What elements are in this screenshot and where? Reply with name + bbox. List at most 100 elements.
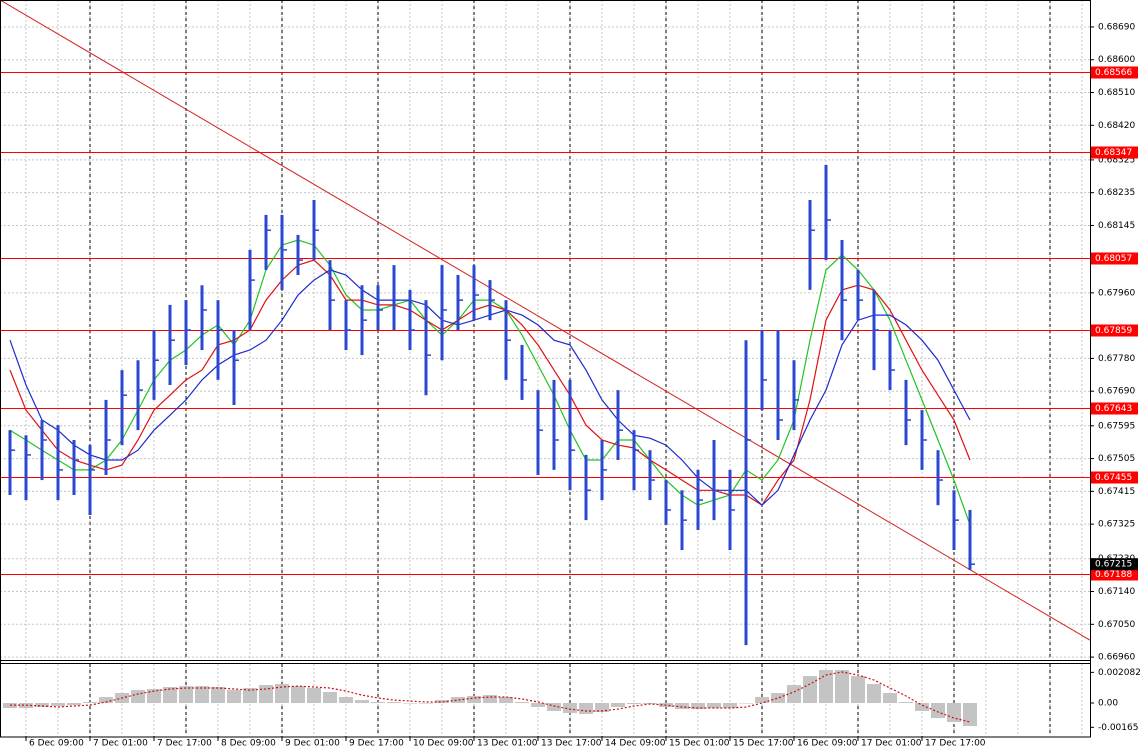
- y-tick-label: 0.67325: [1098, 520, 1135, 530]
- x-tick-label: 16 Dec 09:00: [797, 739, 858, 749]
- histogram-bar: [899, 701, 913, 704]
- histogram-bar: [851, 676, 865, 704]
- histogram-bar: [803, 676, 817, 704]
- y-tick-label: 0.67050: [1098, 620, 1135, 630]
- y-tick-label: 0.67960: [1098, 288, 1135, 298]
- histogram-bar: [819, 670, 833, 704]
- histogram-bar: [243, 688, 257, 704]
- y-tick-label: -0.00165: [1098, 723, 1138, 733]
- current-price-label: 0.67215: [1095, 560, 1132, 570]
- histogram-bar: [83, 701, 97, 704]
- histogram-bar: [339, 696, 353, 704]
- x-tick-label: 13 Dec 01:00: [477, 739, 538, 749]
- level-label: 0.67643: [1095, 404, 1132, 414]
- price-panel: [0, 0, 1091, 646]
- x-tick-label: 10 Dec 09:00: [413, 739, 474, 749]
- level-label: 0.67188: [1095, 570, 1132, 580]
- histogram-bar: [67, 703, 81, 706]
- histogram-bar: [467, 695, 481, 704]
- trendline: [0, 0, 1091, 641]
- level-box: [1091, 402, 1138, 415]
- level-box: [1091, 324, 1138, 337]
- histogram-bar: [707, 703, 721, 709]
- histogram-bar: [611, 703, 625, 707]
- histogram-bar: [547, 703, 561, 711]
- histogram-bar: [291, 686, 305, 704]
- histogram-bar: [595, 703, 609, 712]
- y-tick-label: 0.67780: [1098, 354, 1135, 364]
- histogram-bar: [563, 703, 577, 714]
- histogram-bar: [883, 693, 897, 704]
- y-tick-label: 0.68235: [1098, 188, 1135, 198]
- histogram-bar: [147, 689, 161, 704]
- histogram-bar: [99, 696, 113, 704]
- oscillator-panel: [3, 670, 977, 726]
- x-tick-label: 13 Dec 17:00: [541, 739, 602, 749]
- x-tick-label: 9 Dec 01:00: [285, 739, 340, 749]
- histogram-bar: [499, 696, 513, 704]
- y-tick-label: 0.66960: [1098, 653, 1135, 663]
- histogram-bar: [915, 703, 929, 711]
- y-tick-label: 0.68420: [1098, 121, 1135, 131]
- y-tick-label: 0.67415: [1098, 487, 1135, 497]
- x-tick-label: 8 Dec 09:00: [221, 739, 276, 749]
- histogram-bar: [419, 703, 433, 704]
- x-tick-label: 14 Dec 09:00: [605, 739, 666, 749]
- histogram-bar: [35, 703, 49, 707]
- level-box: [1091, 146, 1138, 159]
- x-tick-label: 6 Dec 09:00: [29, 739, 84, 749]
- level-box: [1091, 66, 1138, 79]
- histogram-bar: [211, 686, 225, 704]
- level-label: 0.67859: [1095, 326, 1132, 336]
- current-price-box: [1091, 558, 1138, 571]
- histogram-bar: [227, 690, 241, 704]
- histogram-bar: [259, 685, 273, 704]
- histogram-bar: [579, 703, 593, 715]
- y-tick-label: 0.67690: [1098, 387, 1135, 397]
- histogram-bar: [675, 703, 689, 710]
- level-box: [1091, 252, 1138, 265]
- level-label: 0.68057: [1095, 254, 1132, 264]
- histogram-bar: [947, 703, 961, 723]
- y-tick-label: 0.68325: [1098, 155, 1135, 165]
- x-tick-label: 7 Dec 17:00: [157, 739, 212, 749]
- x-tick-label: 9 Dec 17:00: [349, 739, 404, 749]
- histogram-bar: [323, 691, 337, 704]
- histogram-bar: [931, 703, 945, 719]
- histogram-bar: [755, 696, 769, 704]
- y-tick-label: 0.67505: [1098, 454, 1135, 464]
- y-tick-label: 0.68510: [1098, 88, 1135, 98]
- histogram-bar: [515, 701, 529, 704]
- histogram-bar: [691, 703, 705, 710]
- histogram-bar: [483, 695, 497, 704]
- y-tick-label: 0.68600: [1098, 55, 1135, 65]
- level-label: 0.67455: [1095, 473, 1132, 483]
- y-tick-label: 0.68145: [1098, 221, 1135, 231]
- histogram-bar: [307, 688, 321, 704]
- histogram-bar: [771, 693, 785, 704]
- histogram-bar: [835, 670, 849, 704]
- level-box: [1091, 568, 1138, 581]
- histogram-bar: [787, 685, 801, 704]
- x-tick-label: 17 Dec 01:00: [861, 739, 922, 749]
- histogram-bar: [451, 696, 465, 704]
- histogram-bar: [275, 684, 289, 704]
- histogram-bar: [627, 703, 641, 705]
- histogram-bar: [723, 703, 737, 709]
- histogram-bar: [867, 684, 881, 704]
- x-tick-label: 7 Dec 01:00: [93, 739, 148, 749]
- x-tick-label: 17 Dec 17:00: [925, 739, 986, 749]
- histogram-bar: [531, 703, 545, 707]
- y-tick-label: 0.002082: [1098, 668, 1140, 678]
- histogram-bar: [435, 700, 449, 704]
- histogram-bar: [963, 703, 977, 726]
- level-label: 0.68347: [1095, 148, 1132, 158]
- histogram-bar: [163, 686, 177, 704]
- histogram-bar: [387, 701, 401, 704]
- histogram-bar: [739, 703, 753, 704]
- signal-line: [10, 671, 971, 723]
- level-label: 0.68566: [1095, 68, 1132, 78]
- histogram-bar: [51, 703, 65, 706]
